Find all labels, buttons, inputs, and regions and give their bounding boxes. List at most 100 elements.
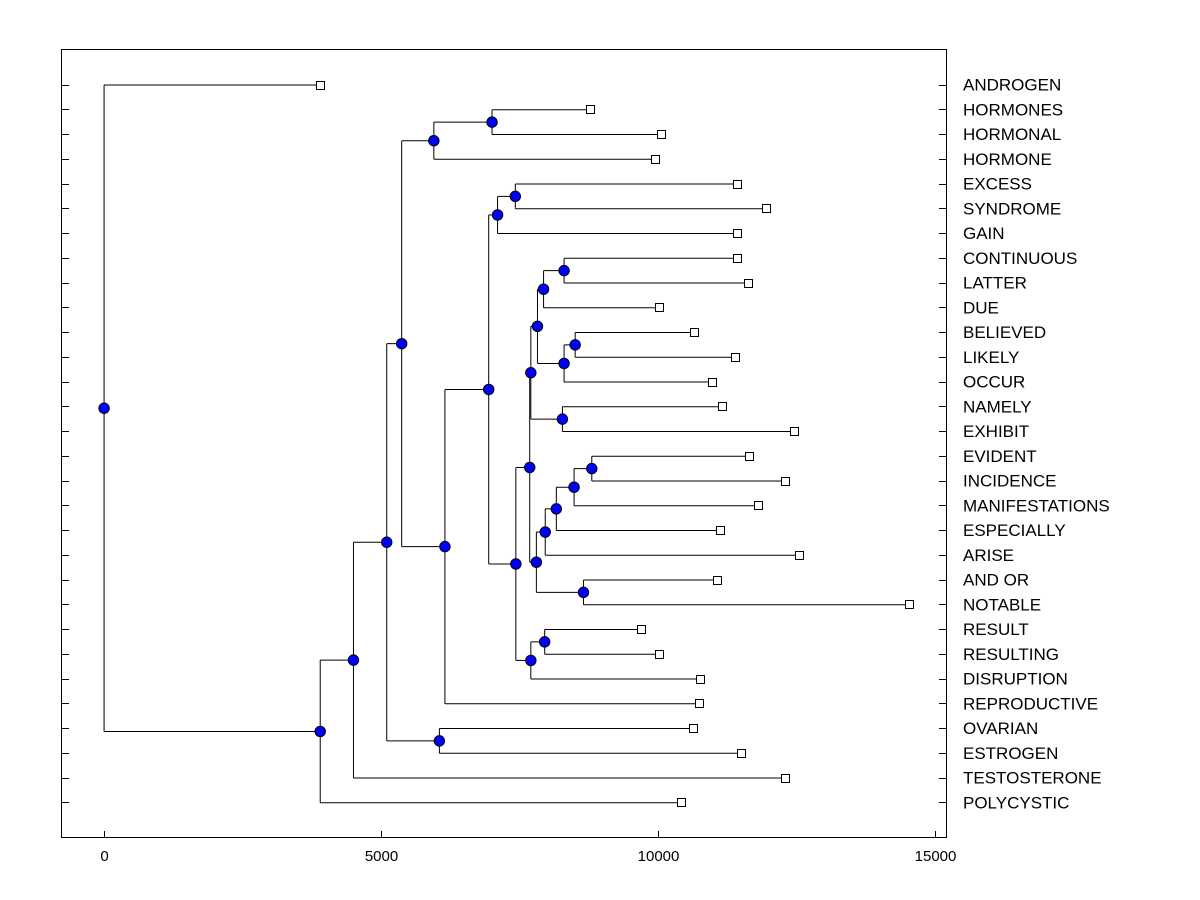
leaf-marker: [781, 477, 790, 486]
leaf-marker: [795, 551, 804, 560]
leaf-marker: [790, 427, 799, 436]
leaf-label: EXHIBIT: [963, 422, 1029, 441]
leaf-label: ANDROGEN: [963, 76, 1061, 95]
merge-node: [531, 320, 544, 333]
merge-node: [524, 461, 536, 474]
leaf-marker: [655, 303, 664, 312]
leaf-label: DISRUPTION: [963, 670, 1068, 689]
leaf-marker: [731, 353, 740, 362]
leaf-markers: [316, 81, 914, 807]
leaf-marker: [733, 229, 742, 238]
merge-node: [525, 654, 537, 667]
leaf-label: HORMONAL: [963, 125, 1061, 144]
leaf-label: AND OR: [963, 571, 1029, 590]
leaf-label: ARISE: [963, 546, 1014, 565]
x-tick-label: 10000: [638, 848, 680, 865]
leaf-marker: [677, 798, 686, 807]
leaf-label: RESULTING: [963, 645, 1059, 664]
merge-node: [530, 556, 543, 568]
leaf-label: GAIN: [963, 224, 1005, 243]
leaf-marker: [718, 402, 727, 411]
leaf-marker: [716, 526, 725, 535]
merge-node: [314, 725, 326, 738]
leaf-marker: [696, 675, 705, 684]
leaf-label: HORMONES: [963, 100, 1063, 119]
leaf-label: NAMELY: [963, 397, 1032, 416]
leaf-label: ESPECIALLY: [963, 521, 1066, 540]
leaf-marker: [754, 501, 763, 510]
merge-node: [510, 558, 522, 570]
leaf-label: OVARIAN: [963, 719, 1038, 738]
dendrogram-branches: [103, 84, 910, 804]
x-tick-label: 0: [100, 848, 108, 865]
leaf-label: ESTROGEN: [963, 744, 1058, 763]
merge-node: [556, 413, 569, 425]
leaf-label: EXCESS: [963, 175, 1032, 194]
leaf-marker: [713, 576, 722, 585]
leaf-label: DUE: [963, 298, 999, 317]
leaf-label: MANIFESTATIONS: [963, 496, 1110, 515]
leaf-marker: [316, 81, 325, 90]
y-tick-marks: [62, 85, 946, 803]
leaf-label: INCIDENCE: [963, 472, 1057, 491]
leaf-label: CONTINUOUS: [963, 249, 1077, 268]
leaf-marker: [744, 279, 753, 288]
leaf-marker: [781, 774, 790, 783]
leaf-marker: [733, 180, 742, 189]
leaf-marker: [651, 155, 660, 164]
merge-node: [577, 586, 590, 599]
leaf-marker: [905, 600, 914, 609]
leaf-marker: [695, 699, 704, 708]
leaf-label: TESTOSTERONE: [963, 769, 1102, 788]
merge-node: [539, 526, 551, 538]
merge-node: [483, 383, 495, 396]
merge-node: [558, 264, 570, 277]
x-tick-label: 15000: [915, 848, 957, 865]
x-tick-label: 5000: [365, 848, 398, 865]
plot-frame: [61, 49, 947, 838]
leaf-marker: [657, 130, 666, 139]
merge-node: [525, 367, 537, 379]
leaf-label: LIKELY: [963, 348, 1019, 367]
merge-node: [550, 503, 563, 515]
leaf-label: HORMONE: [963, 150, 1052, 169]
leaf-marker: [690, 328, 699, 337]
leaf-label: SYNDROME: [963, 199, 1061, 218]
merge-node: [439, 540, 451, 553]
leaf-marker: [637, 625, 646, 634]
merge-node: [537, 283, 550, 295]
leaf-label: EVIDENT: [963, 447, 1037, 466]
leaf-marker: [586, 105, 595, 114]
merge-node: [486, 116, 498, 128]
merge-node: [433, 735, 446, 747]
x-axis: 0 5000 10000 15000: [100, 831, 956, 865]
leaf-marker: [745, 452, 754, 461]
leaf-label: NOTABLE: [963, 595, 1041, 614]
merge-node: [98, 402, 110, 414]
leaf-marker: [655, 650, 664, 659]
leaf-label: REPRODUCTIVE: [963, 694, 1098, 713]
leaf-marker: [737, 749, 746, 758]
merge-node: [428, 134, 440, 147]
leaf-marker: [689, 724, 698, 733]
merge-nodes: [98, 116, 598, 747]
leaf-marker: [762, 204, 771, 213]
leaf-label: OCCUR: [963, 373, 1025, 392]
merge-node: [568, 481, 580, 493]
merge-node: [347, 654, 360, 666]
leaf-marker: [733, 254, 742, 263]
leaf-label: LATTER: [963, 274, 1027, 293]
leaf-label: RESULT: [963, 620, 1029, 639]
merge-node: [509, 190, 522, 203]
merge-node: [395, 337, 408, 350]
merge-node: [558, 357, 570, 370]
merge-node: [569, 339, 581, 351]
leaf-label: BELIEVED: [963, 323, 1046, 342]
merge-node: [538, 636, 551, 648]
leaf-labels: ANDROGEN HORMONES HORMONAL HORMONE EXCESS SYN…: [963, 76, 1110, 813]
merge-node: [491, 209, 504, 221]
leaf-marker: [708, 378, 717, 387]
leaf-label: POLYCYSTIC: [963, 793, 1069, 812]
merge-node: [586, 462, 598, 475]
